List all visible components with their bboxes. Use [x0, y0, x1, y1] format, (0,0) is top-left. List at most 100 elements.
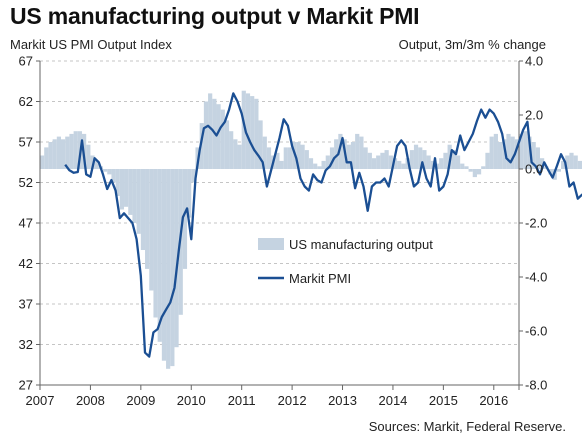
bar	[119, 169, 125, 210]
bar	[443, 152, 448, 169]
bar	[233, 139, 238, 169]
source-note: Sources: Markit, Federal Reserve.	[368, 419, 566, 434]
bar	[531, 142, 536, 169]
bar	[111, 169, 116, 183]
bar	[472, 169, 477, 178]
left-axis-title: Markit US PMI Output Index	[10, 37, 172, 52]
bar	[250, 96, 255, 169]
left-tick-label: 37	[19, 297, 33, 312]
bar	[313, 163, 318, 169]
bar	[418, 147, 423, 169]
bar	[409, 150, 414, 169]
left-tick-label: 57	[19, 135, 33, 150]
right-tick-label: -2.0	[525, 216, 547, 231]
right-tick-label: 4.0	[525, 54, 543, 69]
bar	[502, 139, 507, 169]
bar	[506, 133, 511, 169]
bar	[468, 169, 473, 172]
bar	[86, 144, 91, 169]
bar	[413, 144, 419, 169]
bar	[560, 160, 566, 169]
bar	[279, 160, 284, 169]
bar	[569, 152, 574, 169]
bar	[388, 155, 393, 169]
bar	[275, 152, 280, 169]
bar	[510, 136, 515, 169]
bar	[493, 133, 498, 169]
bar	[329, 147, 335, 169]
bar	[304, 150, 309, 169]
bar	[136, 169, 141, 234]
bar	[266, 147, 272, 169]
bar	[355, 133, 360, 169]
legend-swatch-output	[258, 238, 284, 250]
bar	[523, 131, 528, 169]
bar	[577, 160, 582, 169]
bar	[338, 133, 343, 169]
right-tick-label: -8.0	[525, 378, 547, 393]
bar	[464, 166, 469, 169]
bar	[149, 169, 154, 291]
bar	[565, 155, 570, 169]
bar	[439, 158, 444, 169]
bar	[556, 169, 561, 172]
bar	[460, 163, 465, 169]
pmi-line	[64, 92, 582, 358]
bar	[107, 169, 112, 175]
bar	[65, 136, 70, 169]
bar	[182, 169, 188, 269]
bar	[153, 169, 158, 318]
bar	[216, 104, 221, 169]
bar	[317, 166, 322, 169]
bar	[140, 169, 146, 250]
bar	[69, 133, 74, 169]
bar	[224, 120, 230, 169]
x-tick-label: 2008	[76, 393, 105, 408]
bar	[535, 147, 540, 169]
bar	[451, 150, 456, 169]
bar	[203, 101, 209, 169]
right-tick-label: 0.0	[525, 162, 543, 177]
bar	[392, 158, 398, 169]
left-tick-label: 62	[19, 94, 33, 109]
tick-labels: 27 32 37 42 47 52 57 62 67 -8.0 -6.0 -4.0 -2.0 0.0 2.0…	[19, 54, 548, 409]
bar	[283, 147, 288, 169]
bar	[245, 93, 251, 169]
bar	[371, 158, 377, 169]
bar	[380, 152, 385, 169]
gridlines	[40, 60, 519, 345]
bar	[422, 150, 427, 169]
bar	[350, 142, 356, 169]
right-tick-label: -4.0	[525, 270, 547, 285]
left-tick-label: 47	[19, 216, 33, 231]
bar	[308, 158, 314, 169]
bar	[262, 136, 267, 169]
line-series-pmi	[64, 92, 582, 358]
bar	[481, 166, 486, 169]
x-tick-label: 2015	[429, 393, 458, 408]
x-tick-label: 2012	[278, 393, 307, 408]
bar	[145, 169, 150, 269]
legend[interactable]: US manufacturing output Markit PMI	[258, 237, 433, 286]
x-tick-label: 2007	[26, 393, 55, 408]
bar	[287, 147, 293, 169]
bar	[296, 142, 301, 169]
bar	[573, 155, 578, 169]
x-tick-label: 2016	[479, 393, 508, 408]
bar	[455, 155, 461, 169]
bar	[334, 139, 339, 169]
bar	[514, 139, 519, 169]
x-tick-label: 2010	[177, 393, 206, 408]
left-tick-label: 27	[19, 378, 33, 393]
bar	[237, 144, 242, 169]
legend-label-pmi: Markit PMI	[289, 271, 351, 286]
bar	[40, 155, 45, 169]
bar	[476, 169, 482, 175]
bar	[384, 150, 389, 169]
bar	[61, 139, 66, 169]
bar	[300, 144, 305, 169]
bar	[241, 90, 246, 169]
left-tick-label: 42	[19, 256, 33, 271]
x-tick-label: 2009	[126, 393, 155, 408]
bar	[367, 152, 372, 169]
